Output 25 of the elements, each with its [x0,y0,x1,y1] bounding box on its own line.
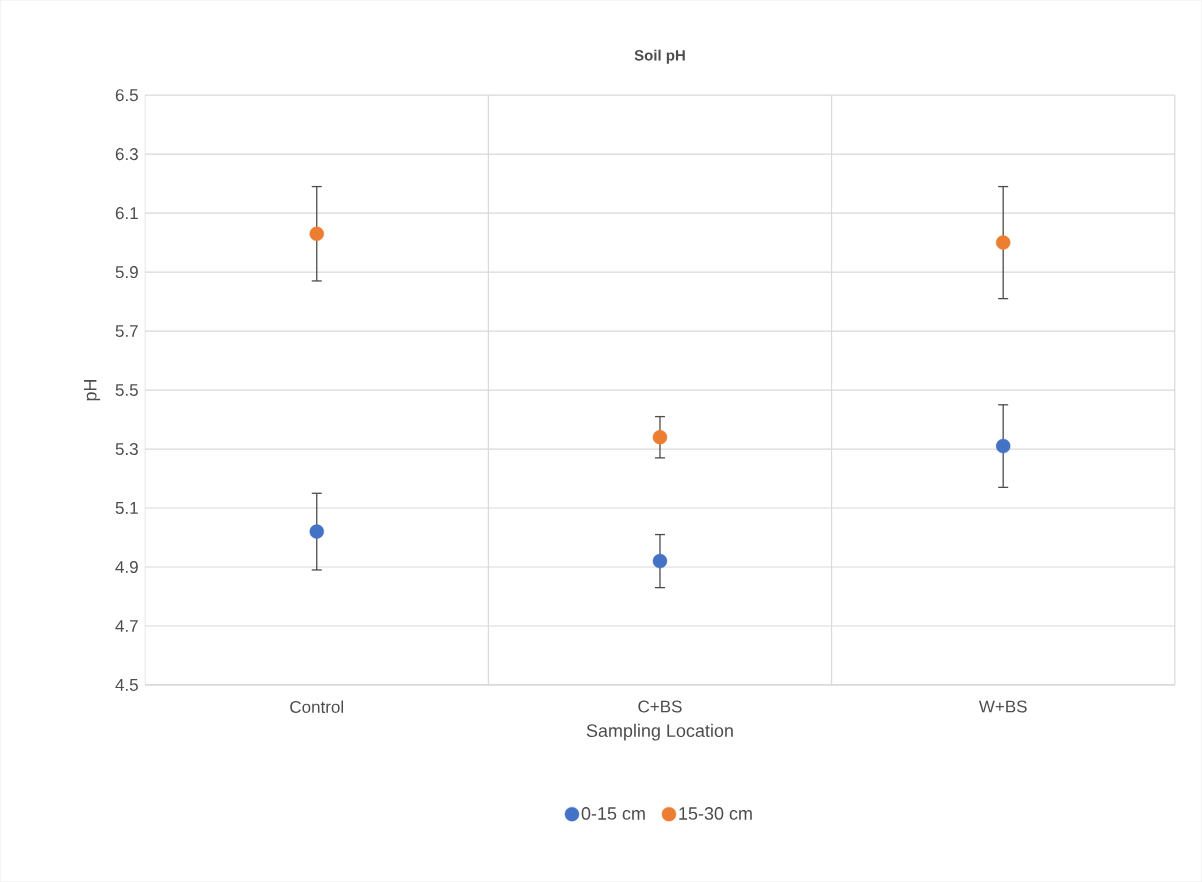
y-tick-label: 4.7 [115,620,138,632]
y-tick-label: 4.5 [115,678,138,691]
y-tick-label: 6.5 [115,89,138,102]
point [995,438,1011,454]
x-tick-label: C+BS [638,700,682,713]
point [652,553,668,569]
y-tick-label: 5.5 [115,384,138,396]
chart-title: Soil pH [634,49,685,64]
point [309,226,324,241]
y-axis-title: pH [84,379,101,401]
y-tick-label: 5.9 [115,266,138,279]
y-tick-label: 5.7 [115,325,138,337]
point [995,235,1011,250]
point [309,524,324,539]
y-tick-label: 6.3 [115,148,138,161]
y-tick-label: 6.1 [115,207,138,220]
x-tick-label: W+BS [978,700,1027,713]
legend-label: 15-30 cm [679,807,752,820]
y-tick-label: 4.9 [115,560,138,573]
legend-label: 0-15 cm [581,807,645,820]
y-tick-label: 5.3 [115,442,138,456]
point [652,430,668,445]
x-tick-label: Control [290,700,343,713]
y-tick-label: 5.1 [115,502,138,514]
x-axis-title: Sampling Location [586,723,733,741]
